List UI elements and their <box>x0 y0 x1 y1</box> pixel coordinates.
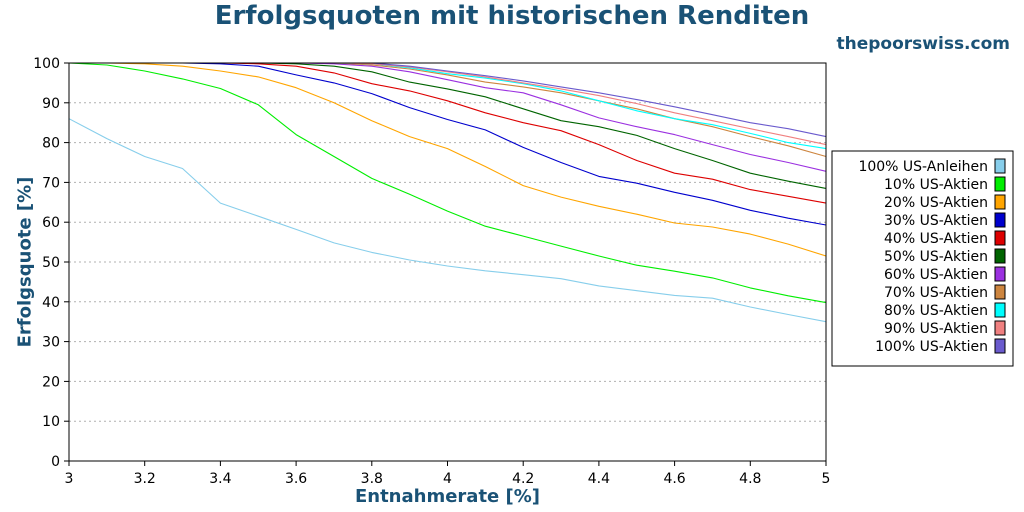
x-tick-label: 4 <box>443 471 452 487</box>
y-tick-label: 10 <box>42 414 60 430</box>
legend-swatch <box>994 284 1006 300</box>
series-line <box>68 118 827 323</box>
legend-label: 20% US-Aktien <box>884 195 988 211</box>
x-tick-label: 4.4 <box>588 471 610 487</box>
y-tick-label: 40 <box>42 295 60 311</box>
legend-swatch <box>994 248 1006 264</box>
x-tick-label: 3.6 <box>285 471 307 487</box>
legend-swatch <box>994 212 1006 228</box>
x-tick-label: 3.8 <box>361 471 383 487</box>
series-line <box>69 62 827 204</box>
series-line <box>69 62 827 150</box>
y-tick-label: 0 <box>51 454 60 470</box>
legend-swatch <box>994 266 1006 282</box>
legend-label: 30% US-Aktien <box>884 213 988 229</box>
series-line <box>69 62 827 158</box>
series-line <box>68 62 827 304</box>
series-line <box>69 62 827 226</box>
x-tick-label: 3 <box>65 471 74 487</box>
series-layer <box>68 62 827 323</box>
series-line <box>69 62 827 189</box>
chart-title: Erfolgsquoten mit historischen Renditen <box>214 1 810 31</box>
legend-label: 100% US-Anleihen <box>858 159 988 175</box>
legend-label: 80% US-Aktien <box>884 303 988 319</box>
x-tick-label: 4.6 <box>663 471 685 487</box>
y-tick-label: 80 <box>42 136 60 152</box>
legend-swatch <box>994 158 1006 174</box>
y-axis: 0 10 20 30 40 50 60 70 80 90 100 <box>33 56 69 470</box>
legend-swatch <box>994 302 1006 318</box>
y-tick-label: 50 <box>42 255 60 271</box>
x-tick-label: 5 <box>822 471 831 487</box>
x-tick-label: 3.4 <box>209 471 231 487</box>
y-tick-label: 30 <box>42 335 60 351</box>
watermark: thepoorswiss.com <box>836 34 1011 54</box>
legend-swatch <box>994 230 1006 246</box>
legend-label: 70% US-Aktien <box>884 285 988 301</box>
legend-label: 10% US-Aktien <box>884 177 988 193</box>
legend: 100% US-Anleihen 10% US-Aktien 20% US-Akti… <box>831 150 1014 367</box>
legend-label: 60% US-Aktien <box>884 267 988 283</box>
legend-label: 100% US-Aktien <box>875 339 988 355</box>
x-tick-label: 4.2 <box>512 471 534 487</box>
legend-label: 50% US-Aktien <box>884 249 988 265</box>
legend-swatch <box>994 320 1006 336</box>
x-axis-title: Entnahmerate [%] <box>355 486 540 507</box>
legend-swatch <box>994 176 1006 192</box>
x-axis: 3 3.2 3.4 3.6 3.8 4 4.2 4.4 4.6 4.8 5 <box>65 461 831 487</box>
legend-swatch <box>994 194 1006 210</box>
y-tick-label: 70 <box>42 175 60 191</box>
y-tick-label: 60 <box>42 215 60 231</box>
y-axis-title: Erfolgsquote [%] <box>14 177 35 348</box>
legend-swatch <box>994 338 1006 354</box>
x-tick-label: 4.8 <box>739 471 761 487</box>
y-tick-label: 90 <box>42 96 60 112</box>
series-line <box>69 62 827 257</box>
legend-box <box>831 150 1014 367</box>
legend-label: 90% US-Aktien <box>884 321 988 337</box>
y-tick-label: 100 <box>33 56 60 72</box>
grid <box>69 62 826 422</box>
y-tick-label: 20 <box>42 374 60 390</box>
plot-frame <box>68 62 827 462</box>
x-tick-label: 3.2 <box>134 471 156 487</box>
legend-label: 40% US-Aktien <box>884 231 988 247</box>
